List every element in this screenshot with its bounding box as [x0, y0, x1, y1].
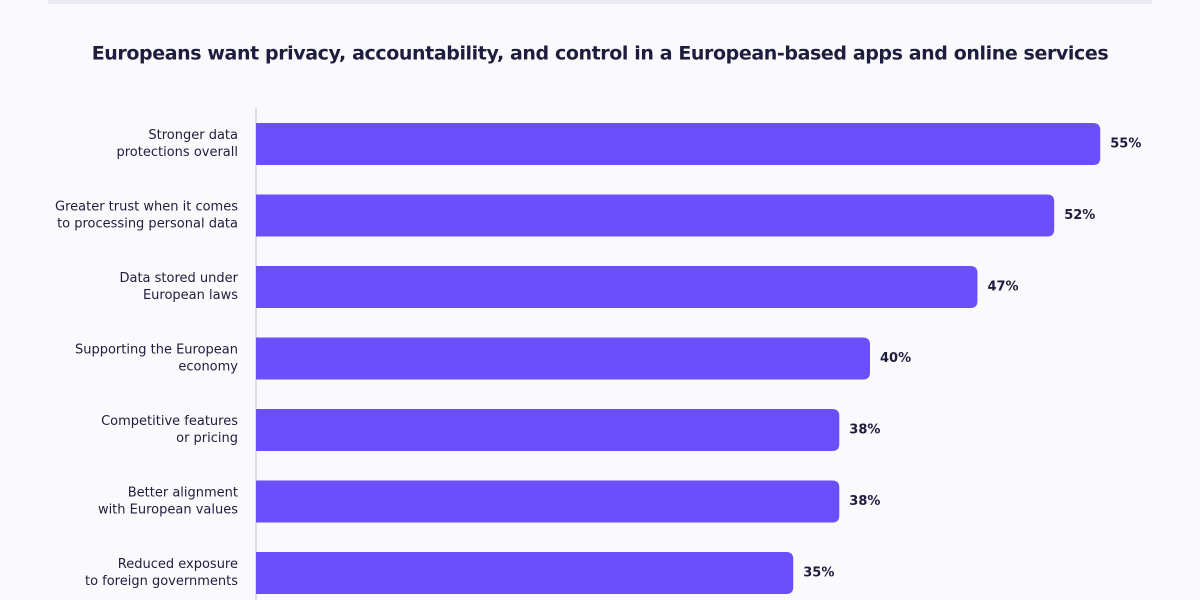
bar — [256, 337, 870, 380]
value-label: 35% — [803, 566, 834, 581]
chart-title: Europeans want privacy, accountability, … — [92, 43, 1109, 65]
category-label: to processing personal data — [57, 217, 238, 232]
category-label: Data stored under — [119, 271, 238, 286]
value-label: 52% — [1064, 208, 1095, 223]
category-label: European laws — [143, 288, 238, 303]
bar — [256, 194, 1055, 237]
bar — [256, 123, 1101, 165]
value-label: 38% — [849, 423, 880, 438]
value-label: 47% — [987, 280, 1018, 295]
category-label: Stronger data — [148, 128, 238, 143]
category-label: Better alignment — [128, 486, 238, 501]
category-label: Competitive features — [101, 414, 238, 429]
category-label: with European values — [98, 503, 238, 518]
value-label: 40% — [880, 351, 911, 366]
bar — [256, 266, 978, 308]
category-label: Reduced exposure — [118, 557, 238, 572]
bar — [256, 480, 840, 523]
category-label: protections overall — [117, 145, 239, 160]
category-label: Supporting the European — [75, 343, 238, 358]
value-label: 55% — [1110, 137, 1141, 152]
bar — [256, 552, 794, 594]
top-band — [48, 0, 1152, 4]
bar — [256, 409, 840, 451]
category-label: to foreign governments — [85, 574, 238, 589]
category-label: economy — [178, 360, 238, 375]
category-label: or pricing — [176, 431, 238, 446]
value-label: 38% — [849, 494, 880, 509]
category-label: Greater trust when it comes — [55, 200, 238, 215]
